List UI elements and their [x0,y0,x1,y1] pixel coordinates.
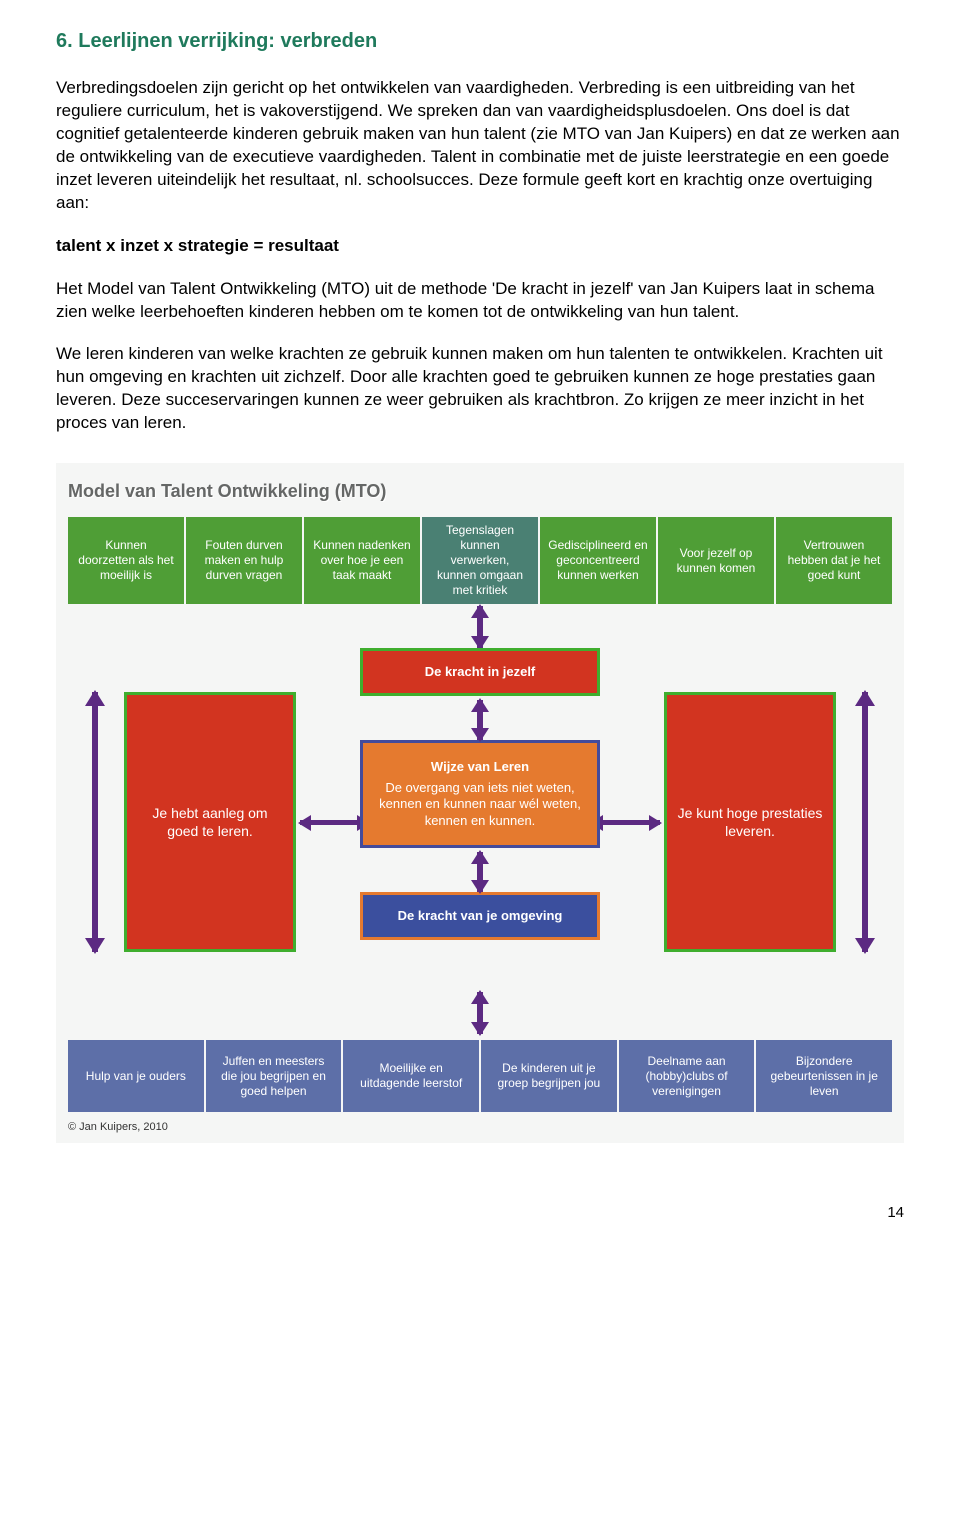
diagram-side-right: Je kunt hoge prestaties leveren. [664,692,836,952]
diagram-title: Model van Talent Ontwikkeling (MTO) [68,479,892,503]
top-row-cell: Fouten durven maken en hulp durven vrage… [186,517,302,604]
arrow-side-left [88,692,102,952]
arrow-center-to-bottom [473,992,487,1034]
bottom-row-cell: Hulp van je ouders [68,1040,204,1112]
top-row-cell: Kunnen doorzetten als het moeilijk is [68,517,184,604]
center-middle: Wijze van Leren De overgang van iets nie… [360,740,600,848]
bottom-row-cell: Moeilijke en uitdagende leerstof [343,1040,479,1112]
arrow-c1-c2 [473,700,487,740]
center-bottom: De kracht van je omgeving [360,892,600,940]
top-row-cell: Gedisciplineerd en geconcentreerd kunnen… [540,517,656,604]
arrow-center-to-right [592,818,660,828]
arrow-top-to-center [473,606,487,648]
center-top: De kracht in jezelf [360,648,600,696]
center-mid-title: Wijze van Leren [373,759,587,776]
top-row-cell: Kunnen nadenken over hoe je een taak maa… [304,517,420,604]
diagram-mid-area: Je hebt aanleg om goed te leren. Je kunt… [68,612,892,1032]
arrow-side-right [858,692,872,952]
arrow-left-to-center [300,818,368,828]
arrow-c2-c3 [473,852,487,892]
intro-paragraph: Verbredingsdoelen zijn gericht op het on… [56,77,904,215]
mto-diagram: Model van Talent Ontwikkeling (MTO) Kunn… [56,463,904,1143]
formula-line: talent x inzet x strategie = resultaat [56,235,904,258]
bottom-row-cell: Juffen en meesters die jou begrijpen en … [206,1040,342,1112]
top-row-cell: Vertrouwen hebben dat je het goed kunt [776,517,892,604]
diagram-copyright: © Jan Kuipers, 2010 [68,1120,892,1135]
section-heading: 6. Leerlijnen verrijking: verbreden [56,28,904,55]
bottom-row-cell: Bijzondere gebeurtenissen in je leven [756,1040,892,1112]
page-number: 14 [56,1203,904,1223]
diagram-top-row: Kunnen doorzetten als het moeilijk isFou… [68,517,892,604]
top-row-cell: Tegenslagen kunnen verwerken, kunnen omg… [422,517,538,604]
center-mid-body: De overgang van iets niet weten, kennen … [373,780,587,831]
mto-paragraph: Het Model van Talent Ontwikkeling (MTO) … [56,278,904,324]
bottom-row-cell: Deelname aan (hobby)clubs of vereniginge… [619,1040,755,1112]
bottom-row-cell: De kinderen uit je groep begrijpen jou [481,1040,617,1112]
diagram-side-left: Je hebt aanleg om goed te leren. [124,692,296,952]
top-row-cell: Voor jezelf op kunnen komen [658,517,774,604]
diagram-center-column: De kracht in jezelf Wijze van Leren De o… [360,648,600,940]
krachten-paragraph: We leren kinderen van welke krachten ze … [56,343,904,435]
diagram-bottom-row: Hulp van je oudersJuffen en meesters die… [68,1040,892,1112]
